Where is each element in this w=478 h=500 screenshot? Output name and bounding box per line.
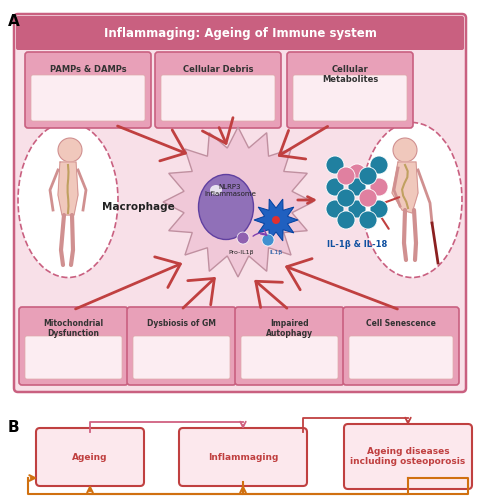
Circle shape [359,167,377,185]
Text: Cellular Debris: Cellular Debris [183,65,253,74]
Circle shape [348,178,366,196]
Circle shape [326,200,344,218]
Text: B: B [8,420,20,435]
Text: Cell Senescence: Cell Senescence [366,319,436,328]
Circle shape [359,189,377,207]
FancyBboxPatch shape [287,52,413,128]
Text: Ageing: Ageing [72,452,108,462]
Circle shape [348,200,366,218]
FancyBboxPatch shape [16,16,464,50]
Circle shape [348,164,366,182]
FancyBboxPatch shape [127,307,236,385]
Polygon shape [392,162,418,213]
Text: Inflammaging: Inflammaging [208,452,278,462]
Text: Inflammaging: Ageing of Immune system: Inflammaging: Ageing of Immune system [104,28,377,40]
Circle shape [370,200,388,218]
FancyBboxPatch shape [25,336,122,379]
FancyBboxPatch shape [235,307,344,385]
FancyBboxPatch shape [36,428,144,486]
Text: A: A [8,14,20,29]
Polygon shape [163,127,313,277]
Ellipse shape [18,122,118,278]
Text: Mitochondrial
Dysfunction: Mitochondrial Dysfunction [43,319,104,338]
Circle shape [237,232,249,244]
FancyBboxPatch shape [19,307,128,385]
FancyBboxPatch shape [349,336,453,379]
Circle shape [262,234,274,246]
Text: IL1β: IL1β [270,250,282,255]
Ellipse shape [210,185,222,195]
Circle shape [337,189,355,207]
Circle shape [359,211,377,229]
Circle shape [337,211,355,229]
Circle shape [370,156,388,174]
Circle shape [58,138,82,162]
FancyBboxPatch shape [344,424,472,489]
Circle shape [370,178,388,196]
FancyBboxPatch shape [179,428,307,486]
Circle shape [272,216,280,224]
Ellipse shape [198,174,253,240]
Polygon shape [254,199,298,241]
FancyBboxPatch shape [133,336,230,379]
Text: PAMPs & DAMPs: PAMPs & DAMPs [50,65,126,74]
Text: Pro-IL1β: Pro-IL1β [228,250,254,255]
Circle shape [326,156,344,174]
FancyBboxPatch shape [343,307,459,385]
Ellipse shape [362,122,462,278]
Text: Dysbiosis of GM: Dysbiosis of GM [147,319,216,328]
Text: NLRP3
Inflammasome: NLRP3 Inflammasome [204,184,256,197]
Polygon shape [58,162,78,215]
Circle shape [337,167,355,185]
Circle shape [393,138,417,162]
Circle shape [326,178,344,196]
FancyBboxPatch shape [14,14,466,392]
FancyBboxPatch shape [293,75,407,121]
Text: Cellular
Metabolites: Cellular Metabolites [322,65,378,84]
Text: Ageing diseases
including osteoporosis: Ageing diseases including osteoporosis [350,447,466,466]
Text: IL-1β & IL-18: IL-1β & IL-18 [327,240,387,249]
Text: Impaired
Autophagy: Impaired Autophagy [266,319,313,338]
FancyBboxPatch shape [161,75,275,121]
FancyBboxPatch shape [241,336,338,379]
FancyBboxPatch shape [25,52,151,128]
FancyBboxPatch shape [31,75,145,121]
FancyBboxPatch shape [155,52,281,128]
Text: Macrophage: Macrophage [102,202,174,212]
